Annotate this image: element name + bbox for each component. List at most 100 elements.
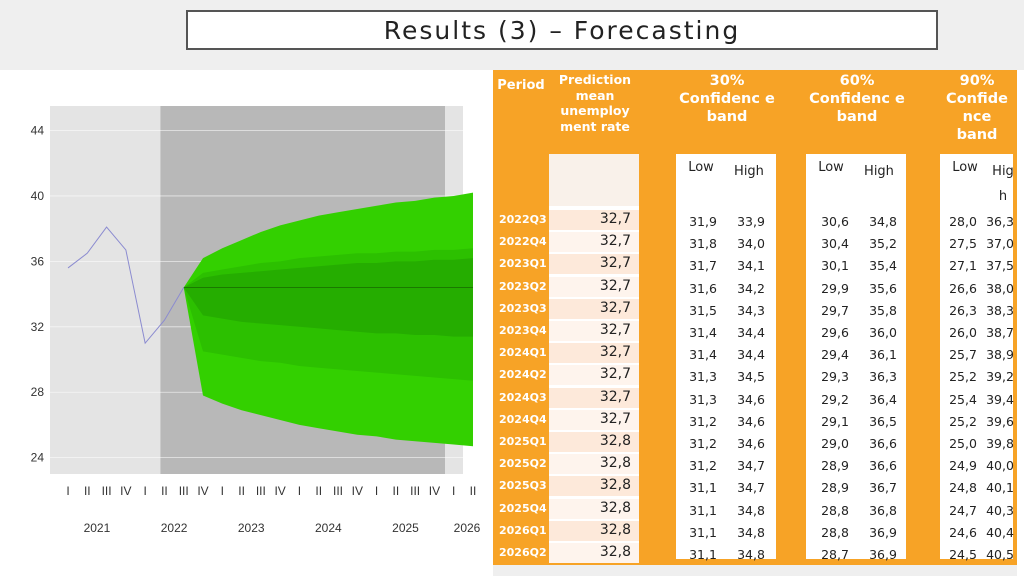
row-value: 40,4 [986,524,1014,540]
row-period: 2023Q2 [497,276,547,296]
row-period: 2024Q4 [497,409,547,429]
row-value: 39,2 [986,369,1014,385]
row-value: 29,1 [821,413,849,429]
x-quarter-label: III [179,484,189,498]
row-value: 36,0 [869,325,897,340]
row-value: 34,4 [737,347,765,363]
row-value: 40,5 [986,547,1014,562]
row-value: 34,1 [737,258,765,274]
row-value: 31,1 [689,480,717,496]
y-tick-label: 28 [31,385,45,399]
row-period: 2022Q4 [497,232,547,252]
x-quarter-label: III [410,484,420,498]
prediction-row-bg [549,432,639,452]
x-year-label: 2021 [84,521,111,535]
row-value: 31,3 [689,391,717,407]
row-prediction: 32,7 [599,322,631,338]
prediction-row-bg [549,520,639,541]
header-30: 30% Confidenc e band [679,73,775,126]
row-prediction: 32,8 [599,544,631,560]
row-value: 30,6 [821,214,849,229]
row-prediction: 32,7 [599,211,631,227]
row-value: 39,6 [986,413,1014,429]
y-tick-label: 24 [31,451,45,465]
row-value: 36,9 [869,547,897,562]
prediction-row-bg [549,210,639,230]
row-value: 31,2 [689,458,717,474]
row-value: 27,5 [949,236,977,252]
row-value: 31,8 [689,236,717,252]
x-quarter-label: II [393,484,400,498]
row-prediction: 32,8 [599,477,631,494]
row-value: 29,0 [821,436,849,451]
row-value: 37,5 [986,258,1014,274]
prediction-row-bg [549,365,639,386]
row-value: 26,3 [949,302,977,318]
row-value: 34,7 [737,458,765,474]
row-value: 30,4 [821,236,849,252]
prediction-row-bg [549,321,639,341]
subheader-high: Hig h [992,164,1014,204]
x-year-label: 2022 [161,521,188,535]
table-column-bg [806,154,906,559]
prediction-row-bg [549,476,639,497]
row-value: 34,6 [737,436,765,451]
x-quarter-label: I [221,484,224,498]
row-prediction: 32,7 [599,299,631,316]
row-value: 36,7 [869,480,897,496]
row-value: 31,7 [689,258,717,274]
row-value: 34,5 [737,369,765,385]
row-period: 2024Q2 [497,365,547,385]
row-prediction: 32,8 [599,499,631,516]
row-value: 40,3 [986,502,1014,518]
row-value: 36,8 [869,502,897,518]
row-value: 30,1 [821,258,849,274]
x-quarter-label: IV [429,484,440,498]
row-value: 31,6 [689,280,717,296]
row-value: 31,3 [689,369,717,385]
y-tick-label: 44 [31,124,45,138]
x-year-label: 2025 [392,521,419,535]
row-period: 2025Q1 [497,432,547,451]
x-quarter-label: III [102,484,112,498]
row-value: 36,1 [869,347,897,363]
row-value: 24,8 [949,480,977,496]
x-quarter-label: I [143,484,146,498]
row-value: 34,8 [737,502,765,518]
row-value: 38,0 [986,280,1014,296]
subheader-low: Low [818,160,844,175]
row-value: 27,1 [949,258,977,274]
row-value: 29,6 [821,325,849,340]
row-value: 29,2 [821,391,849,407]
prediction-row-bg [549,454,639,475]
row-value: 26,6 [949,280,977,296]
row-prediction: 32,7 [599,410,631,427]
x-quarter-label: III [333,484,343,498]
row-prediction: 32,8 [599,433,631,449]
prediction-subheader-bg [549,154,639,206]
row-value: 25,7 [949,347,977,363]
row-value: 34,2 [737,280,765,296]
row-value: 38,9 [986,347,1014,363]
row-value: 34,7 [737,480,765,496]
x-quarter-label: I [375,484,378,498]
x-quarter-label: II [161,484,168,498]
row-value: 36,9 [869,524,897,540]
row-value: 31,4 [689,325,717,340]
table-column-bg [676,154,776,559]
row-value: 39,8 [986,436,1014,451]
forecast-table: Period Prediction mean unemploy ment rate… [493,70,1017,565]
row-value: 38,3 [986,302,1014,318]
row-value: 31,1 [689,547,717,562]
row-value: 36,3 [986,214,1014,229]
row-period: 2025Q4 [497,498,547,518]
y-tick-label: 36 [31,254,45,268]
row-value: 31,4 [689,347,717,363]
x-quarter-label: IV [352,484,363,498]
row-value: 37,0 [986,236,1014,252]
prediction-row-bg [549,343,639,364]
row-period: 2023Q3 [497,298,547,318]
row-value: 38,7 [986,325,1014,340]
prediction-row-bg [549,543,639,563]
x-quarter-label: IV [120,484,131,498]
